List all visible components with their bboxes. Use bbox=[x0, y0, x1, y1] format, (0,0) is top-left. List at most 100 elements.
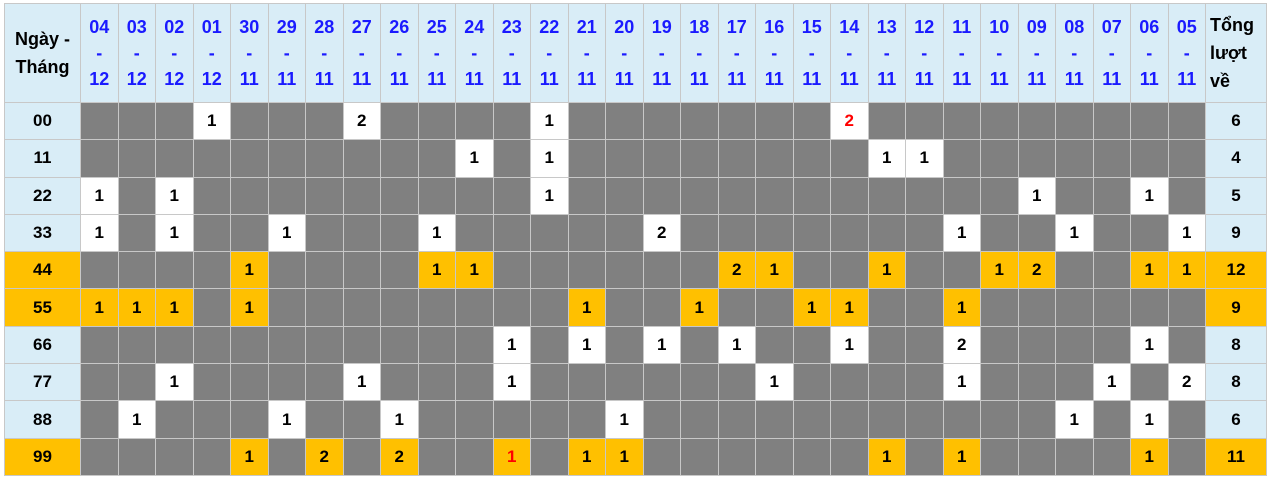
empty-cell bbox=[1167, 400, 1206, 439]
date-column-header: 20 - 11 bbox=[605, 3, 644, 103]
date-column-header: 30 - 11 bbox=[230, 3, 269, 103]
empty-cell bbox=[230, 213, 269, 253]
header-separator: - bbox=[283, 43, 290, 63]
header-separator: - bbox=[696, 43, 703, 63]
empty-cell bbox=[755, 213, 794, 253]
empty-cell bbox=[117, 325, 156, 365]
date-column-header: 22 - 11 bbox=[530, 3, 569, 103]
count-cell: 2 bbox=[305, 437, 344, 476]
date-column-header: 13 - 11 bbox=[867, 3, 906, 103]
empty-cell bbox=[717, 363, 756, 402]
count-cell: 1 bbox=[942, 437, 981, 476]
date-column-header: 26 - 11 bbox=[380, 3, 419, 103]
header-month: 11 bbox=[652, 69, 672, 89]
row-total: 6 bbox=[1205, 101, 1267, 141]
date-column-header: 19 - 11 bbox=[642, 3, 681, 103]
header-month: 11 bbox=[877, 69, 897, 89]
empty-cell bbox=[942, 101, 981, 141]
empty-cell bbox=[830, 251, 869, 290]
empty-cell bbox=[380, 251, 419, 290]
empty-cell bbox=[192, 251, 231, 290]
empty-cell bbox=[155, 101, 194, 141]
empty-cell bbox=[642, 101, 681, 141]
count-cell: 1 bbox=[117, 400, 156, 439]
empty-cell bbox=[680, 363, 719, 402]
date-column-header: 10 - 11 bbox=[980, 3, 1019, 103]
empty-cell bbox=[605, 251, 644, 290]
header-separator: - bbox=[433, 43, 440, 63]
empty-cell bbox=[1130, 139, 1169, 178]
count-cell: 1 bbox=[80, 176, 119, 215]
header-day: 18 bbox=[689, 17, 710, 37]
empty-cell bbox=[342, 213, 381, 253]
empty-cell bbox=[80, 251, 119, 290]
header-month: 11 bbox=[689, 69, 709, 89]
header-separator: - bbox=[246, 43, 253, 63]
header-day: 11 bbox=[952, 17, 972, 37]
date-column-header: 28 - 11 bbox=[305, 3, 344, 103]
empty-cell bbox=[230, 400, 269, 439]
empty-cell bbox=[117, 437, 156, 476]
empty-cell bbox=[755, 101, 794, 141]
header-day: 05 bbox=[1176, 17, 1197, 37]
empty-cell bbox=[605, 325, 644, 365]
header-separator: - bbox=[958, 43, 965, 63]
empty-cell bbox=[492, 251, 531, 290]
count-cell: 1 bbox=[1055, 400, 1094, 439]
empty-cell bbox=[117, 363, 156, 402]
header-day: 29 bbox=[276, 17, 297, 37]
header-row: Ngày - Tháng 04 - 12 03 - 12 02 - 12 01 - 12 30 - 11 29… bbox=[4, 3, 1267, 103]
header-month: 11 bbox=[427, 69, 447, 89]
header-day: 10 bbox=[989, 17, 1010, 37]
header-month: 11 bbox=[614, 69, 634, 89]
empty-cell bbox=[680, 400, 719, 439]
count-cell: 1 bbox=[1017, 176, 1056, 215]
count-cell: 1 bbox=[455, 251, 494, 290]
header-month: 11 bbox=[1139, 69, 1159, 89]
empty-cell bbox=[155, 400, 194, 439]
empty-cell bbox=[680, 437, 719, 476]
header-month: 11 bbox=[839, 69, 859, 89]
header-day: 02 bbox=[164, 17, 185, 37]
empty-cell bbox=[455, 363, 494, 402]
header-month: 11 bbox=[727, 69, 747, 89]
table-row: 00 1 2 1 2 6 bbox=[4, 101, 1267, 141]
total-header-line2: lượt bbox=[1210, 43, 1247, 63]
row-label: 44 bbox=[4, 251, 81, 290]
empty-cell bbox=[380, 325, 419, 365]
count-cell: 1 bbox=[942, 363, 981, 402]
empty-cell bbox=[942, 176, 981, 215]
empty-cell bbox=[867, 400, 906, 439]
date-column-header: 16 - 11 bbox=[755, 3, 794, 103]
count-cell: 1 bbox=[230, 288, 269, 327]
empty-cell bbox=[192, 363, 231, 402]
empty-cell bbox=[192, 213, 231, 253]
empty-cell bbox=[1092, 213, 1131, 253]
empty-cell bbox=[980, 176, 1019, 215]
empty-cell bbox=[455, 400, 494, 439]
empty-cell bbox=[755, 139, 794, 178]
header-month: 12 bbox=[201, 69, 222, 89]
header-separator: - bbox=[621, 43, 628, 63]
header-month: 11 bbox=[464, 69, 484, 89]
empty-cell bbox=[80, 139, 119, 178]
count-cell: 1 bbox=[567, 288, 606, 327]
header-separator: - bbox=[508, 43, 515, 63]
empty-cell bbox=[192, 288, 231, 327]
count-cell: 1 bbox=[530, 101, 569, 141]
empty-cell bbox=[680, 213, 719, 253]
empty-cell bbox=[980, 213, 1019, 253]
header-separator: - bbox=[358, 43, 365, 63]
empty-cell bbox=[717, 213, 756, 253]
empty-cell bbox=[530, 437, 569, 476]
date-column-header: 18 - 11 bbox=[680, 3, 719, 103]
empty-cell bbox=[492, 400, 531, 439]
empty-cell bbox=[417, 400, 456, 439]
empty-cell bbox=[80, 363, 119, 402]
row-label: 55 bbox=[4, 288, 81, 327]
empty-cell bbox=[905, 437, 944, 476]
count-cell: 2 bbox=[830, 101, 869, 141]
count-cell: 1 bbox=[1167, 251, 1206, 290]
table-row: 88 1 1 1 1 1 1 6 bbox=[4, 400, 1267, 439]
count-cell: 1 bbox=[267, 400, 306, 439]
